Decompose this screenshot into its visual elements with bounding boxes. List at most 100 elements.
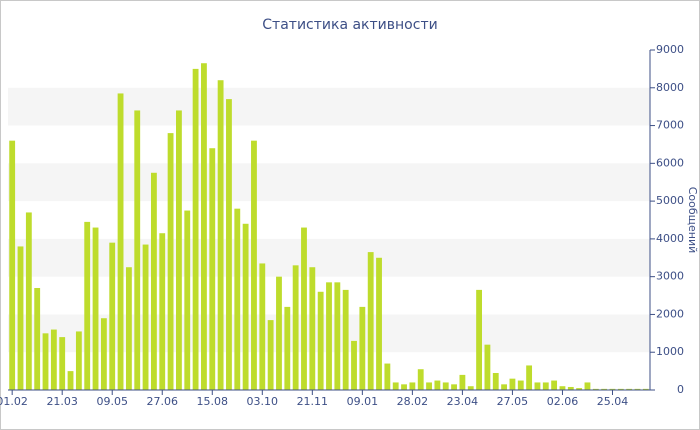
y-tick-label: 2000: [656, 307, 684, 320]
bar: [59, 337, 66, 390]
bar: [167, 133, 174, 390]
bar: [376, 257, 382, 390]
bar: [309, 267, 316, 390]
bar: [326, 282, 332, 390]
bar: [384, 363, 391, 390]
bar: [409, 382, 416, 390]
bar: [392, 382, 399, 390]
bar: [634, 388, 641, 390]
x-tick-label: 27.05: [497, 395, 529, 408]
bar: [267, 320, 274, 390]
x-tick-label: 21.11: [297, 395, 329, 408]
grid-band: [8, 238, 650, 277]
bar: [92, 227, 99, 390]
bar: [234, 208, 241, 390]
bar: [492, 373, 499, 390]
x-tick-label: 21.03: [46, 395, 78, 408]
bar: [251, 140, 257, 390]
y-tick-label: 9000: [656, 43, 684, 56]
bar: [9, 140, 16, 390]
bar: [426, 382, 432, 390]
bar: [434, 380, 441, 390]
bar: [559, 386, 566, 390]
bar: [259, 263, 266, 390]
bar: [342, 289, 349, 390]
bar: [150, 172, 157, 390]
x-tick-label: 23.04: [447, 395, 479, 408]
x-tick-label: 25.04: [597, 395, 629, 408]
bar: [351, 340, 357, 390]
bar: [100, 318, 107, 390]
bar: [134, 110, 141, 390]
bar: [25, 212, 32, 390]
bar: [534, 382, 541, 390]
bar: [442, 382, 449, 390]
bar: [17, 246, 24, 390]
bar: [317, 291, 324, 390]
x-tick-label: 02.06: [547, 395, 579, 408]
bar: [601, 388, 608, 390]
bar: [117, 93, 124, 390]
bar: [42, 333, 49, 390]
bar: [501, 384, 508, 390]
y-tick-label: 6000: [656, 156, 684, 169]
bar: [626, 388, 633, 390]
bar: [201, 63, 207, 390]
bar: [142, 244, 149, 390]
bar: [517, 380, 524, 390]
bar: [592, 388, 599, 390]
bar: [567, 386, 574, 390]
y-tick-label: 3000: [656, 270, 684, 283]
bar: [217, 80, 224, 390]
bar: [526, 365, 533, 390]
bar: [109, 242, 116, 390]
bar: [34, 288, 41, 390]
bar: [476, 289, 482, 390]
bar: [509, 378, 516, 390]
bar: [617, 388, 624, 390]
bar: [551, 380, 558, 390]
y-axis-label: Сообщений: [686, 187, 699, 254]
bar: [467, 386, 474, 390]
y-tick-label: 4000: [656, 232, 684, 245]
x-tick-label: 03.10: [247, 395, 279, 408]
bar: [609, 388, 616, 390]
bar: [642, 388, 649, 390]
bar: [242, 223, 249, 390]
bar: [459, 374, 466, 390]
bar: [417, 369, 424, 390]
chart-title: Статистика активности: [262, 17, 437, 33]
x-tick-label: 28.02: [397, 395, 429, 408]
y-tick-label: 0: [677, 383, 684, 396]
bar: [184, 210, 191, 390]
bar: [576, 388, 583, 390]
bar: [292, 265, 299, 390]
bar: [84, 221, 91, 390]
bar: [451, 384, 457, 390]
bar: [401, 384, 407, 390]
bar: [159, 233, 166, 390]
x-tick-label: 27.06: [146, 395, 178, 408]
y-tick-label: 1000: [656, 345, 684, 358]
bar: [75, 331, 82, 390]
grid-band: [8, 163, 650, 202]
bar: [176, 110, 182, 390]
bar: [50, 329, 57, 390]
x-tick-label: 09.05: [96, 395, 128, 408]
y-tick-label: 7000: [656, 119, 684, 132]
bar: [584, 382, 591, 390]
bar: [209, 148, 216, 390]
bar: [484, 344, 491, 390]
bar: [334, 282, 341, 390]
bar: [284, 306, 291, 390]
bar: [359, 306, 366, 390]
x-tick-label: 09.01: [347, 395, 379, 408]
bar: [301, 227, 307, 390]
y-tick-label: 8000: [656, 81, 684, 94]
x-tick-label: 01.02: [0, 395, 28, 408]
grid-band: [8, 87, 650, 126]
bar: [226, 99, 232, 390]
y-tick-label: 5000: [656, 194, 684, 207]
